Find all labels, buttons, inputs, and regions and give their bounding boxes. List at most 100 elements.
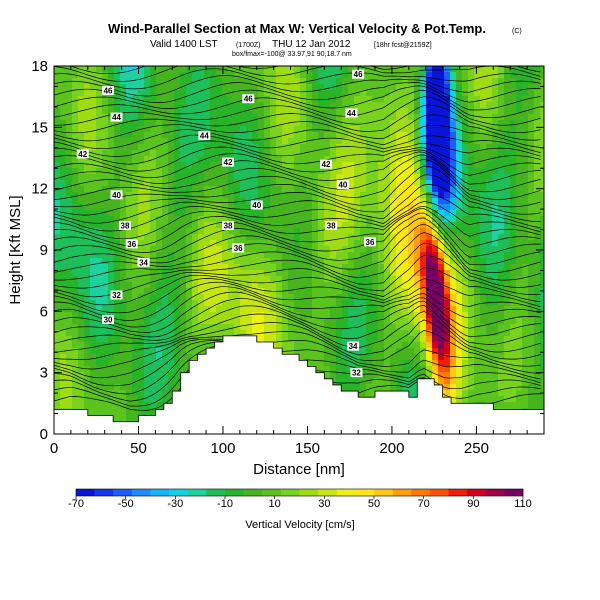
colorbar-tick-label: 70 bbox=[418, 498, 430, 510]
y-tick-label: 15 bbox=[31, 119, 48, 136]
theta-contour-line bbox=[54, 75, 541, 97]
y-tick-label: 6 bbox=[40, 303, 48, 320]
theta-contour-line bbox=[54, 242, 541, 289]
theta-contour-line bbox=[54, 174, 541, 216]
colorbar-segment bbox=[131, 489, 151, 496]
colorbar-segment bbox=[355, 489, 375, 496]
colorbar-segment bbox=[113, 489, 133, 496]
x-tick-label: 50 bbox=[130, 440, 147, 457]
contour-label: 42 bbox=[320, 159, 333, 169]
contour-label: 44 bbox=[198, 131, 211, 141]
theta-contour-line bbox=[54, 304, 541, 345]
colorbar-tick-label: 10 bbox=[269, 498, 281, 510]
theta-contour-line bbox=[54, 193, 541, 232]
colorbar-tick-label: 90 bbox=[467, 498, 479, 510]
colorbar-segment bbox=[299, 489, 319, 496]
theta-contour-line bbox=[54, 311, 541, 353]
x-axis-label: Distance [nm] bbox=[253, 461, 345, 478]
colorbar-tick-label: 30 bbox=[318, 498, 330, 510]
colorbar-segment bbox=[374, 489, 393, 496]
theta-contour-line bbox=[69, 66, 541, 75]
theta-contour-line bbox=[54, 125, 541, 150]
colorbar-segment bbox=[318, 489, 338, 496]
theta-contour-line bbox=[54, 151, 541, 185]
contour-label: 46 bbox=[352, 69, 365, 79]
theta-contour-line bbox=[54, 149, 541, 179]
colorbar-segment bbox=[448, 489, 468, 496]
y-tick-label: 3 bbox=[40, 365, 48, 382]
theta-contour-line bbox=[54, 223, 541, 274]
theta-contour-line bbox=[54, 85, 541, 111]
theta-contour-line bbox=[54, 212, 541, 259]
y-tick-label: 9 bbox=[40, 242, 48, 259]
colorbar-segment bbox=[225, 489, 244, 496]
colorbar-segment bbox=[429, 489, 449, 496]
valid-utc-code: (1700Z) bbox=[236, 42, 261, 49]
colorbar-segment bbox=[206, 489, 226, 496]
theta-contour-line bbox=[54, 208, 541, 253]
theta-contour-line bbox=[54, 158, 541, 200]
contour-label: 40 bbox=[110, 190, 123, 200]
colorbar-segment bbox=[392, 489, 412, 496]
terrain-mask bbox=[54, 335, 544, 434]
colorbar-segment bbox=[150, 489, 170, 496]
theta-contour-line bbox=[54, 330, 541, 370]
forecast-info-label: [18hr fcst@2159Z] bbox=[374, 42, 432, 49]
colorbar-tick-label: -50 bbox=[118, 498, 134, 510]
theta-contour-line bbox=[54, 96, 541, 126]
colorbar-segment bbox=[243, 489, 263, 496]
theta-contour-line bbox=[54, 165, 541, 208]
colorbar-segment bbox=[411, 489, 431, 496]
contour-label: 30 bbox=[102, 315, 115, 325]
y-tick-label: 0 bbox=[40, 426, 48, 443]
colorbar-segment bbox=[76, 489, 95, 496]
contour-label: 34 bbox=[137, 257, 150, 267]
colorbar-segment bbox=[94, 489, 114, 496]
colorbar-segment bbox=[485, 489, 505, 496]
theta-contour-line bbox=[54, 114, 541, 142]
contour-label: 32 bbox=[110, 290, 123, 300]
y-tick-label: 18 bbox=[31, 58, 48, 75]
potential-temperature-contours bbox=[54, 66, 541, 411]
theta-contour-line bbox=[54, 68, 541, 90]
colorbar-tick-label: -10 bbox=[217, 498, 233, 510]
contour-label: 42 bbox=[76, 149, 89, 159]
x-axis: 0 50 100 150 200 250 bbox=[50, 66, 528, 457]
colorbar-segment bbox=[504, 489, 524, 496]
colorbar-segment bbox=[467, 489, 487, 496]
contour-label: 36 bbox=[125, 239, 138, 249]
x-tick-label: 0 bbox=[50, 440, 58, 457]
location-info-label: box/fmax=-100@ 33.97,91 90,18.7 nm bbox=[232, 51, 352, 58]
contour-label: 44 bbox=[110, 112, 123, 122]
contour-label: 38 bbox=[222, 220, 235, 230]
x-tick-label: 250 bbox=[464, 440, 489, 457]
contour-label: 36 bbox=[232, 243, 245, 253]
contour-label: 40 bbox=[336, 180, 349, 190]
colorbar-tick-label: 50 bbox=[368, 498, 380, 510]
contour-label: 34 bbox=[347, 341, 360, 351]
colorbar-segment bbox=[187, 489, 207, 496]
contour-labels: 46 44 42 40 38 36 34 32 30 46 44 42 40 38 36 46 44 42 40 38… bbox=[76, 69, 376, 378]
colorbar-label: Vertical Velocity [cm/s] bbox=[245, 519, 354, 531]
contour-label: 40 bbox=[250, 200, 263, 210]
theta-contour-line bbox=[54, 278, 541, 314]
theta-contour-line bbox=[54, 154, 541, 193]
colorbar-segment bbox=[169, 489, 189, 496]
theta-contour-line bbox=[54, 232, 541, 281]
contour-label: 32 bbox=[350, 368, 363, 378]
theta-contour-line bbox=[54, 217, 541, 266]
theta-contour-line bbox=[54, 254, 541, 298]
theta-contour-line bbox=[54, 201, 541, 240]
contour-label: 44 bbox=[345, 108, 358, 118]
theta-contour-line bbox=[54, 267, 541, 306]
colorbar-segment bbox=[336, 489, 356, 496]
theta-contour-line bbox=[54, 90, 541, 119]
theta-contour-line bbox=[54, 146, 541, 172]
theta-contour-line bbox=[54, 281, 541, 322]
theta-contour-line bbox=[54, 286, 541, 328]
y-tick-label: 12 bbox=[31, 181, 48, 198]
theta-contour-line bbox=[54, 82, 541, 103]
theta-contour-line bbox=[54, 340, 541, 387]
